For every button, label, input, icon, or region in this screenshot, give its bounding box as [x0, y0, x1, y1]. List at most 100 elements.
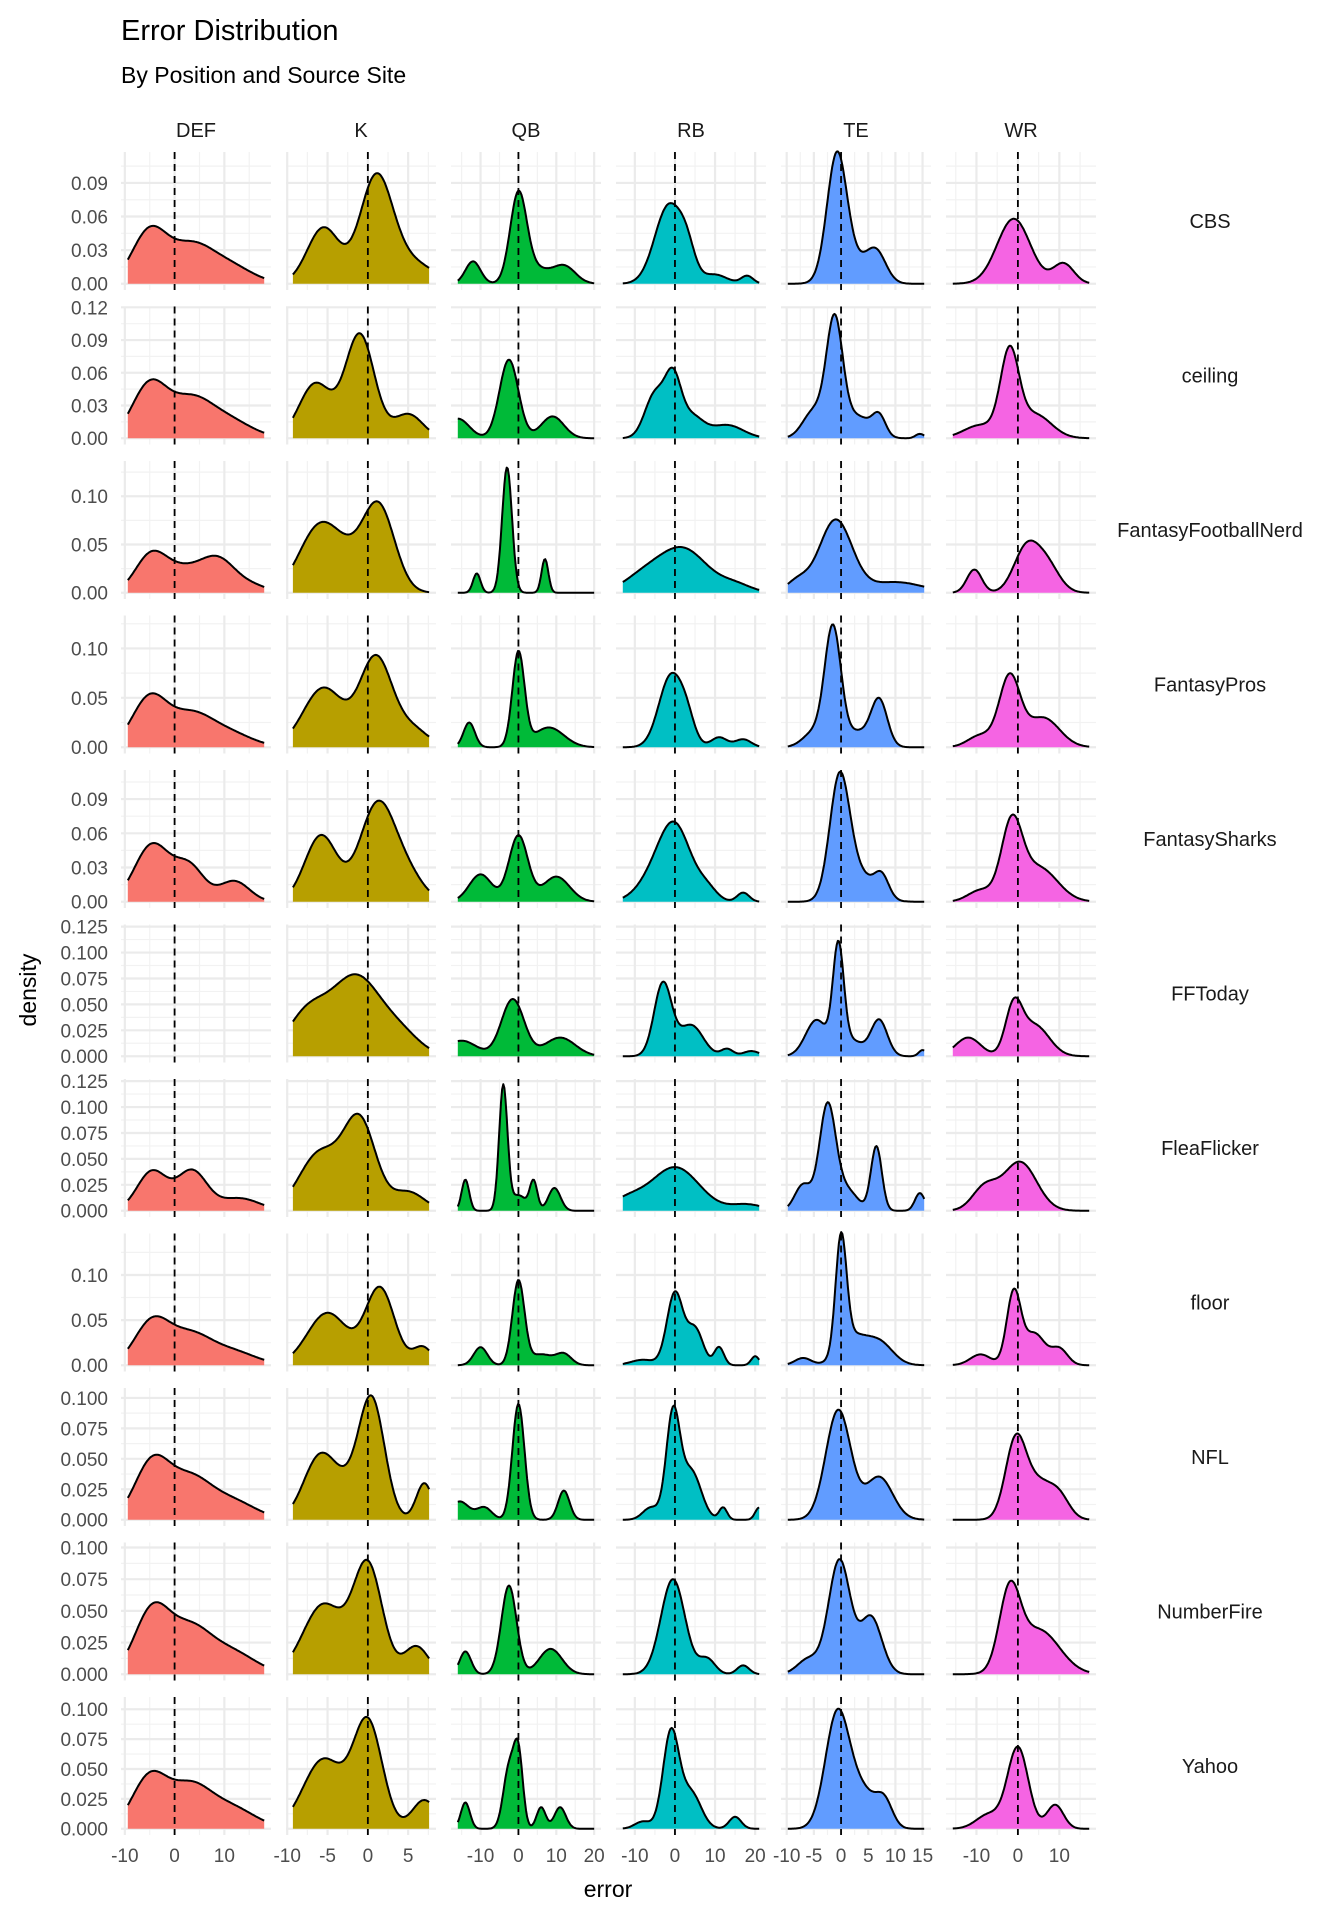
density-line [456, 1737, 595, 1830]
panel-rb-ceiling [616, 306, 766, 445]
density-line [622, 820, 760, 903]
x-tick-label: -10 [963, 1846, 990, 1867]
y-tick-label: 0.100 [60, 1700, 108, 1721]
density-area [787, 624, 925, 748]
y-tick-label: 0.06 [71, 208, 108, 229]
x-axis-title: error [584, 1876, 633, 1902]
density-area [622, 821, 760, 902]
density-line [952, 1745, 1090, 1830]
panel-te-nfl [781, 1388, 931, 1526]
x-tick-label: 10 [1049, 1846, 1070, 1867]
panel-def-ceiling [121, 306, 271, 445]
panel-rb-fftoday [616, 924, 766, 1063]
panel-qb-fleaflicker [451, 1079, 601, 1217]
density-area [292, 974, 430, 1057]
y-tick-label: 0.06 [71, 364, 108, 385]
panel-rb-yahoo [616, 1697, 766, 1835]
y-tick-label: 0.00 [71, 893, 108, 914]
panel-k-numberfire [286, 1542, 436, 1681]
panel-qb-nfl [451, 1388, 601, 1526]
density-line [126, 378, 265, 434]
row-strip-label: FantasySharks [1143, 829, 1276, 851]
density-line [622, 980, 760, 1058]
y-tick-label: 0.09 [71, 331, 108, 352]
panel-te-fantasypros [781, 615, 931, 754]
density-line [126, 842, 265, 900]
panel-te-fftoday [781, 924, 931, 1063]
y-tick-label: 0.000 [60, 1665, 108, 1686]
density-line [952, 672, 1090, 748]
density-line [952, 813, 1090, 902]
density-line [787, 1707, 925, 1830]
density-line [126, 1453, 265, 1514]
y-tick-label: 0.050 [60, 1760, 108, 1781]
density-line [952, 217, 1090, 285]
density-line [292, 799, 430, 892]
density-area [127, 550, 265, 593]
strip-label-qb: QB [512, 120, 541, 142]
density-area [787, 1232, 925, 1366]
panel-te-numberfire [781, 1542, 931, 1681]
x-tick-label: -10 [773, 1846, 800, 1867]
y-tick-label: 0.00 [71, 1356, 108, 1377]
y-tick-label: 0.00 [71, 275, 108, 296]
density-area [457, 359, 595, 439]
density-line [787, 1408, 925, 1521]
panel-def-floor [121, 1233, 271, 1372]
y-tick-label: 0.100 [60, 1389, 108, 1410]
chart-title: Error Distribution [121, 15, 339, 47]
y-tick-label: 0.075 [60, 969, 108, 990]
y-tick-label: 0.075 [60, 1124, 108, 1145]
panel-k-fleaflicker [286, 1079, 436, 1217]
x-tick-label: 20 [584, 1846, 605, 1867]
panel-k-fantasysharks [286, 770, 436, 908]
y-tick-label: 0.10 [71, 487, 108, 508]
y-tick-label: 0.03 [71, 397, 108, 418]
x-tick-label: -10 [111, 1846, 138, 1867]
density-area [292, 1716, 430, 1829]
panel-def-cbs [121, 152, 271, 290]
density-area [622, 1727, 760, 1829]
y-tick-label: 0.000 [60, 1511, 108, 1532]
y-tick-label: 0.000 [60, 1047, 108, 1068]
panel-k-floor [286, 1233, 436, 1372]
panel-rb-floor [616, 1233, 766, 1372]
density-line [952, 1579, 1090, 1676]
density-line [622, 1726, 760, 1830]
x-tick-label: 0 [1013, 1846, 1024, 1867]
density-area [952, 1161, 1090, 1211]
density-area [127, 693, 265, 748]
density-line [292, 332, 430, 431]
density-area [127, 1169, 265, 1211]
density-line [787, 770, 925, 903]
x-tick-label: -5 [805, 1846, 822, 1867]
y-tick-label: 0.025 [60, 1634, 108, 1655]
panel-wr-fantasypros [946, 615, 1096, 754]
x-tick-label: 0 [513, 1846, 524, 1867]
panel-def-yahoo [121, 1697, 271, 1835]
density-line [787, 623, 925, 749]
density-line [952, 1432, 1090, 1521]
density-area [952, 997, 1090, 1057]
density-line [457, 834, 595, 903]
density-line [127, 1315, 265, 1361]
density-line [292, 1285, 430, 1354]
density-area [127, 1770, 265, 1829]
panel-rb-fantasyfootballnerd [616, 461, 766, 599]
density-line [456, 1584, 595, 1676]
density-area [622, 981, 760, 1057]
density-line [457, 466, 595, 594]
panel-wr-fleaflicker [946, 1079, 1096, 1217]
panel-qb-floor [451, 1233, 601, 1372]
panel-qb-fantasyfootballnerd [451, 461, 601, 599]
y-tick-label: 0.125 [60, 918, 108, 939]
panel-qb-fftoday [451, 924, 601, 1063]
panel-qb-ceiling [451, 306, 601, 445]
y-tick-label: 0.00 [71, 738, 108, 759]
density-line [622, 1404, 760, 1521]
density-line [952, 1287, 1090, 1367]
panel-qb-numberfire [451, 1542, 601, 1681]
density-line [457, 1279, 595, 1367]
panel-def-nfl [121, 1388, 271, 1526]
